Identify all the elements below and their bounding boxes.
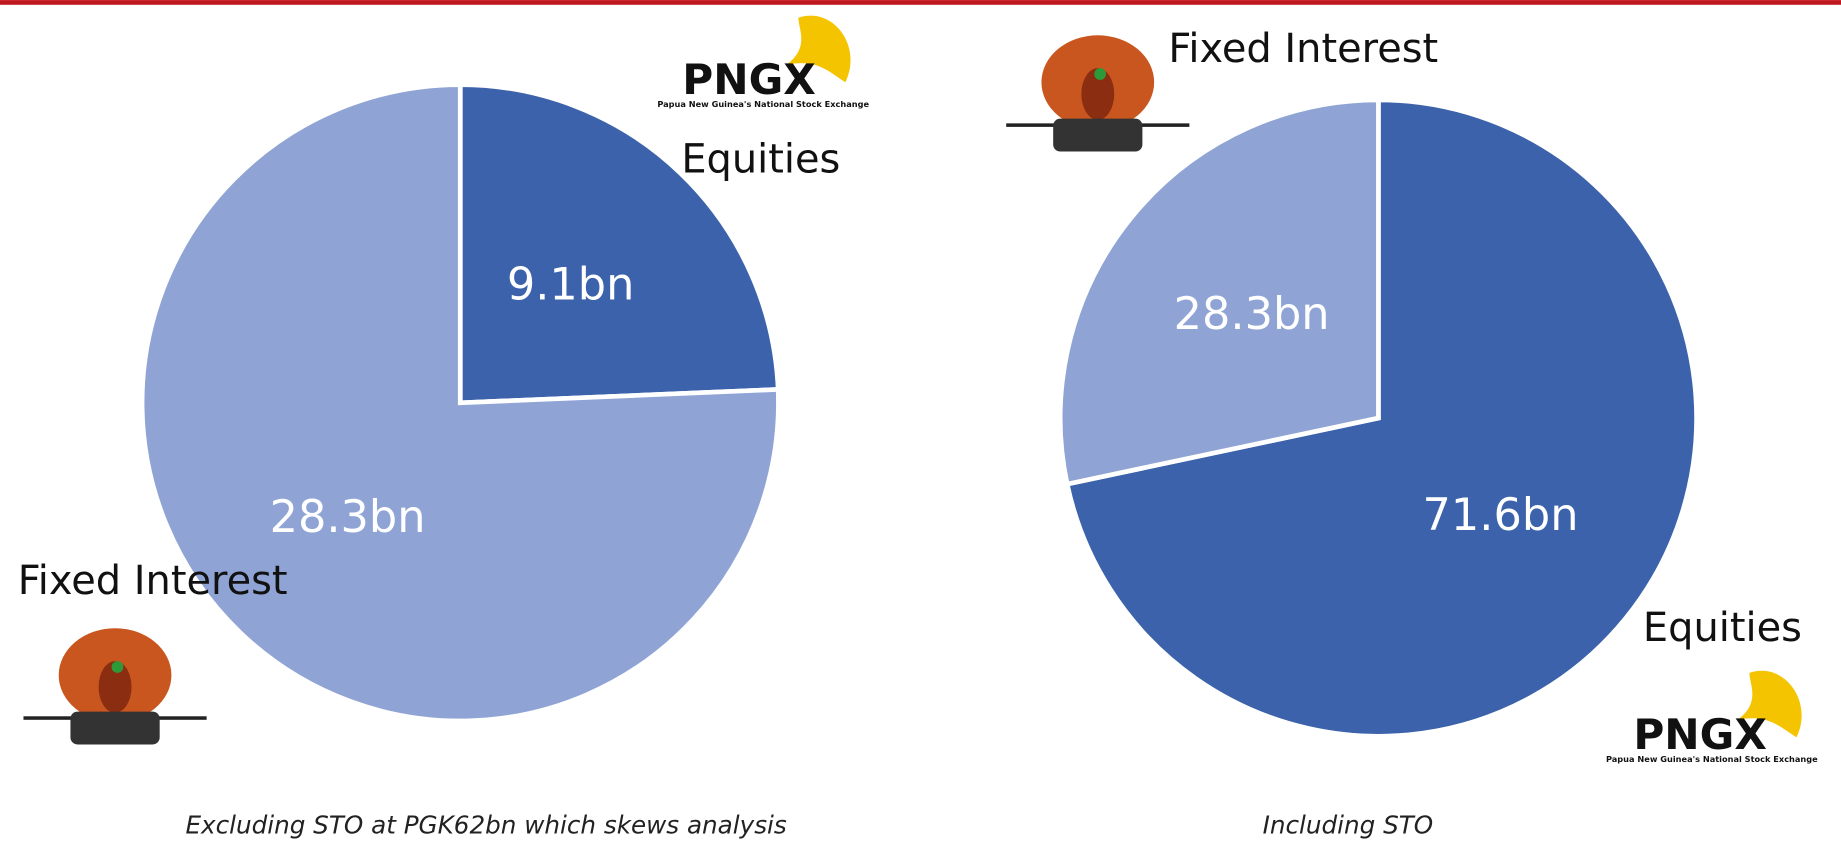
pngx-logo: PNGX Papua New Guinea's National Stock E… (657, 15, 869, 109)
category-label: Equities (1643, 605, 1802, 651)
logo-bird (786, 15, 851, 83)
category-label: Fixed Interest (1168, 26, 1438, 72)
pie-slice (457, 82, 781, 406)
pie-slice (139, 82, 781, 724)
category-label: Fixed Interest (18, 558, 288, 604)
caption: Excluding STO at PGK62bn which skews ana… (185, 811, 786, 840)
logo-name: PNGX (1633, 710, 1767, 759)
value-label: 28.3bn (270, 491, 426, 543)
emblem (1006, 35, 1190, 152)
logo-name: PNGX (682, 55, 816, 104)
logo-bird (1737, 670, 1802, 738)
value-label: 9.1bn (507, 259, 635, 311)
top-bar (0, 0, 1841, 5)
pngx-logo: PNGX Papua New Guinea's National Stock E… (1606, 670, 1818, 764)
value-label: 71.6bn (1423, 489, 1579, 541)
value-label: 28.3bn (1174, 288, 1330, 340)
caption: Including STO (1263, 811, 1434, 840)
emblem (23, 628, 207, 745)
category-label: Equities (681, 137, 840, 183)
logo-tagline: Papua New Guinea's National Stock Exchan… (1606, 754, 1818, 764)
pie-slice (1064, 97, 1699, 739)
logo-tagline: Papua New Guinea's National Stock Exchan… (657, 99, 869, 109)
pie-slice (1057, 97, 1381, 487)
